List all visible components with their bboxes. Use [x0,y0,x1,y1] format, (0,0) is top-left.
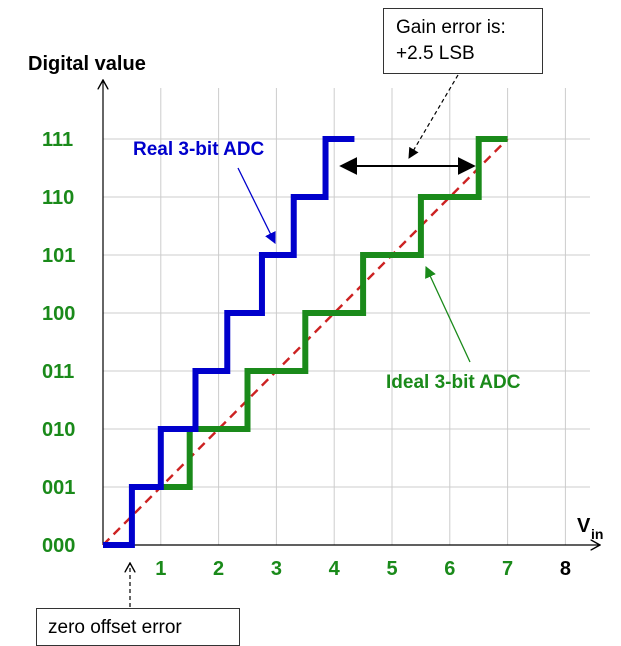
ideal-adc-label: Ideal 3-bit ADC [386,372,521,393]
y-tick-101: 101 [42,245,75,267]
y-tick-000: 000 [42,535,75,557]
y-tick-011: 011 [42,361,74,383]
y-tick-001: 001 [42,477,75,499]
x-tick-1: 1 [155,558,166,580]
x-axis-label-subscript: in [591,526,603,542]
y-tick-100: 100 [42,303,75,325]
y-axis-label: Digital value [28,53,146,75]
gain-error-callout: Gain error is: +2.5 LSB [383,8,543,74]
gain-error-pointer [408,74,459,159]
real-adc-label: Real 3-bit ADC [133,139,265,160]
gain-error-line2: +2.5 LSB [396,43,475,64]
grid-group [103,88,590,545]
x-tick-2: 2 [213,558,224,580]
x-tick-7: 7 [502,558,513,580]
x-tick-3: 3 [271,558,282,580]
x-tick-6: 6 [444,558,455,580]
y-tick-111: 111 [42,129,73,151]
gain-error-line1: Gain error is: [396,17,506,38]
zero-offset-text: zero offset error [48,617,182,638]
zero-offset-callout: zero offset error [36,608,240,646]
ideal-adc-staircase [131,136,508,490]
x-tick-5: 5 [386,558,397,580]
y-tick-010: 010 [42,419,75,441]
x-tick-8: 8 [560,558,571,580]
y-tick-110: 110 [42,187,74,209]
real-adc-staircase [103,136,355,548]
ideal-label-pointer [425,265,471,363]
real-label-pointer [237,167,276,245]
x-tick-4: 4 [329,558,341,580]
x-axis-label: V [577,515,591,537]
